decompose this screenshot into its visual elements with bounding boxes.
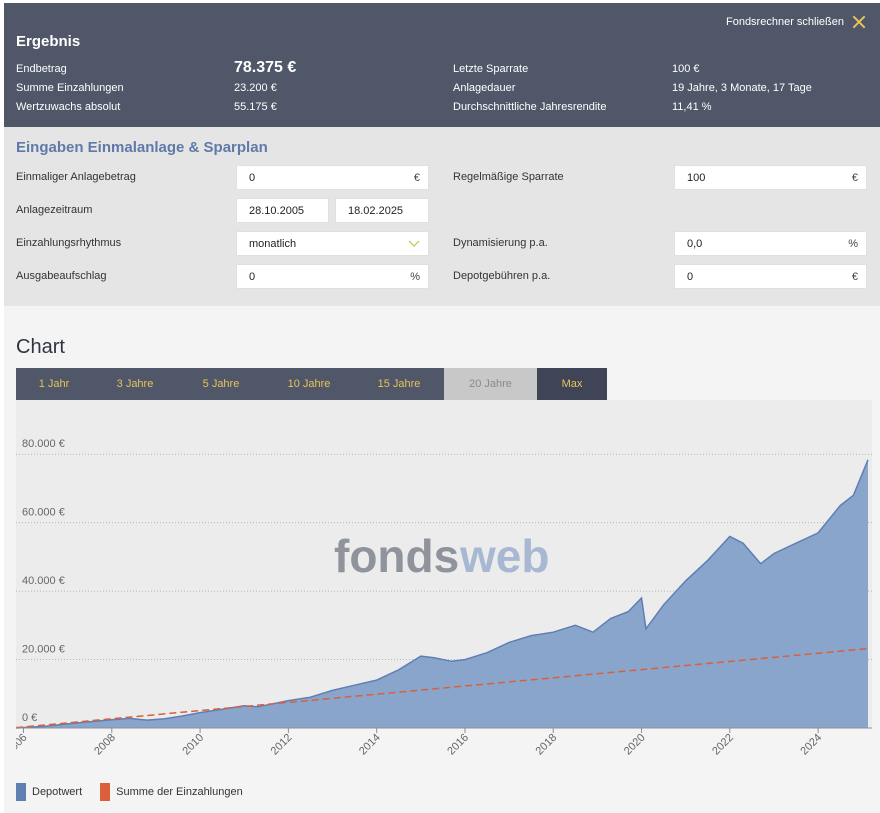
wertzuwachs-value: 55.175 € xyxy=(234,101,277,113)
endbetrag-label: Endbetrag xyxy=(16,63,67,75)
summe-einzahlungen-value: 23.200 € xyxy=(234,82,277,94)
depotgebuehren-input[interactable]: 0 € xyxy=(674,264,867,289)
ausgabeaufschlag-value: 0 xyxy=(249,270,256,283)
fund-calculator: Fondsrechner schließen Ergebnis Endbetra… xyxy=(4,3,880,813)
tab-20-jahre: 20 Jahre xyxy=(444,368,537,400)
letzte-sparrate-value: 100 € xyxy=(672,63,700,75)
depotwert-area xyxy=(16,459,868,728)
dynamisierung-input[interactable]: 0,0 % xyxy=(674,231,867,256)
inputs-title: Eingaben Einmalanlage & Sparplan xyxy=(16,139,268,156)
anlagezeitraum-from-value: 28.10.2005 xyxy=(249,204,305,217)
tab-max[interactable]: Max xyxy=(537,368,607,400)
y-tick-label: 80.000 € xyxy=(22,438,65,450)
einmaliger-anlagebetrag-input[interactable]: 0 € xyxy=(236,165,429,190)
summe-einzahlungen-label: Summe Einzahlungen xyxy=(16,82,124,94)
tab-label: 1 Jahr xyxy=(38,378,70,390)
euro-unit: € xyxy=(851,172,858,184)
legend-item-einzahlungen[interactable]: Summe der Einzahlungen xyxy=(100,783,243,801)
close-calculator-label: Fondsrechner schließen xyxy=(725,16,844,28)
einzahlungsrhythmus-value: monatlich xyxy=(249,237,297,250)
dynamisierung-label: Dynamisierung p.a. xyxy=(453,237,548,249)
ausgabeaufschlag-label: Ausgabeaufschlag xyxy=(16,270,107,282)
regelmaessige-sparrate-label: Regelmäßige Sparrate xyxy=(453,171,564,183)
period-tabs: 1 Jahr 3 Jahre 5 Jahre 10 Jahre 15 Jahre… xyxy=(16,368,607,400)
jahresrendite-label: Durchschnittliche Jahresrendite xyxy=(453,101,607,113)
anlagedauer-value: 19 Jahre, 3 Monate, 17 Tage xyxy=(672,82,812,94)
legend-swatch-einzahlungen xyxy=(100,783,111,801)
legend-item-depotwert[interactable]: Depotwert xyxy=(16,783,82,801)
depot-chart-svg: fonds web 0 € 20.000 € 40.000 € 60.000 € 80.… xyxy=(4,400,872,780)
chart-title: Chart xyxy=(16,336,65,358)
watermark-web: web xyxy=(459,530,549,582)
endbetrag-value: 78.375 € xyxy=(234,59,297,76)
chart-legend: Depotwert Summe der Einzahlungen xyxy=(16,783,243,801)
einmaliger-anlagebetrag-label: Einmaliger Anlagebetrag xyxy=(16,171,136,183)
percent-unit: % xyxy=(848,238,858,250)
anlagezeitraum-from-input[interactable]: 28.10.2005 xyxy=(236,198,329,223)
tab-5-jahre[interactable]: 5 Jahre xyxy=(178,368,264,400)
einzahlungsrhythmus-select[interactable]: monatlich xyxy=(236,231,429,256)
anlagezeitraum-to-value: 18.02.2025 xyxy=(348,204,404,217)
ausgabeaufschlag-input[interactable]: 0 % xyxy=(236,264,429,289)
anlagezeitraum-to-input[interactable]: 18.02.2025 xyxy=(335,198,429,223)
tab-label: 3 Jahre xyxy=(116,378,154,390)
percent-unit: % xyxy=(410,271,420,283)
tab-label: 15 Jahre xyxy=(377,378,421,390)
y-tick-label: 40.000 € xyxy=(22,575,65,587)
euro-unit: € xyxy=(851,271,858,283)
regelmaessige-sparrate-value: 100 xyxy=(687,171,706,184)
depotgebuehren-label: Depotgebühren p.a. xyxy=(453,270,551,282)
result-panel: Fondsrechner schließen Ergebnis Endbetra… xyxy=(4,3,880,127)
depot-chart: fonds web 0 € 20.000 € 40.000 € 60.000 € 80.… xyxy=(4,400,872,780)
wertzuwachs-label: Wertzuwachs absolut xyxy=(16,101,121,113)
close-calculator-button[interactable]: Fondsrechner schließen xyxy=(726,15,866,29)
inputs-panel: Eingaben Einmalanlage & Sparplan Einmali… xyxy=(4,127,880,306)
tab-label: 10 Jahre xyxy=(287,378,331,390)
y-tick-label: 20.000 € xyxy=(22,644,65,656)
watermark-fonds: fonds xyxy=(334,530,459,582)
jahresrendite-value: 11,41 % xyxy=(672,101,712,113)
tab-3-jahre[interactable]: 3 Jahre xyxy=(92,368,178,400)
regelmaessige-sparrate-input[interactable]: 100 € xyxy=(674,165,867,190)
legend-swatch-depotwert xyxy=(16,783,26,801)
depotwert-line xyxy=(15,459,869,729)
tab-label: 5 Jahre xyxy=(202,378,240,390)
depotgebuehren-value: 0 xyxy=(687,270,694,283)
chevron-down-icon xyxy=(408,240,420,247)
anlagedauer-label: Anlagedauer xyxy=(453,82,516,94)
result-title: Ergebnis xyxy=(16,33,81,50)
close-icon xyxy=(852,15,866,29)
tab-label: 20 Jahre xyxy=(469,378,512,390)
tab-label: Max xyxy=(561,378,583,390)
einmaliger-anlagebetrag-value: 0 xyxy=(249,171,256,184)
legend-label-depotwert: Depotwert xyxy=(32,786,83,798)
letzte-sparrate-label: Letzte Sparrate xyxy=(453,63,529,75)
y-tick-label: 60.000 € xyxy=(22,507,65,519)
tab-10-jahre[interactable]: 10 Jahre xyxy=(264,368,354,400)
anlagezeitraum-label: Anlagezeitraum xyxy=(16,204,93,216)
tab-1-jahr[interactable]: 1 Jahr xyxy=(16,368,92,400)
y-tick-label: 0 € xyxy=(22,712,37,724)
legend-label-einzahlungen: Summe der Einzahlungen xyxy=(116,786,243,798)
tab-15-jahre[interactable]: 15 Jahre xyxy=(354,368,444,400)
euro-unit: € xyxy=(413,172,420,184)
einzahlungsrhythmus-label: Einzahlungsrhythmus xyxy=(16,237,122,249)
dynamisierung-value: 0,0 xyxy=(687,237,703,250)
